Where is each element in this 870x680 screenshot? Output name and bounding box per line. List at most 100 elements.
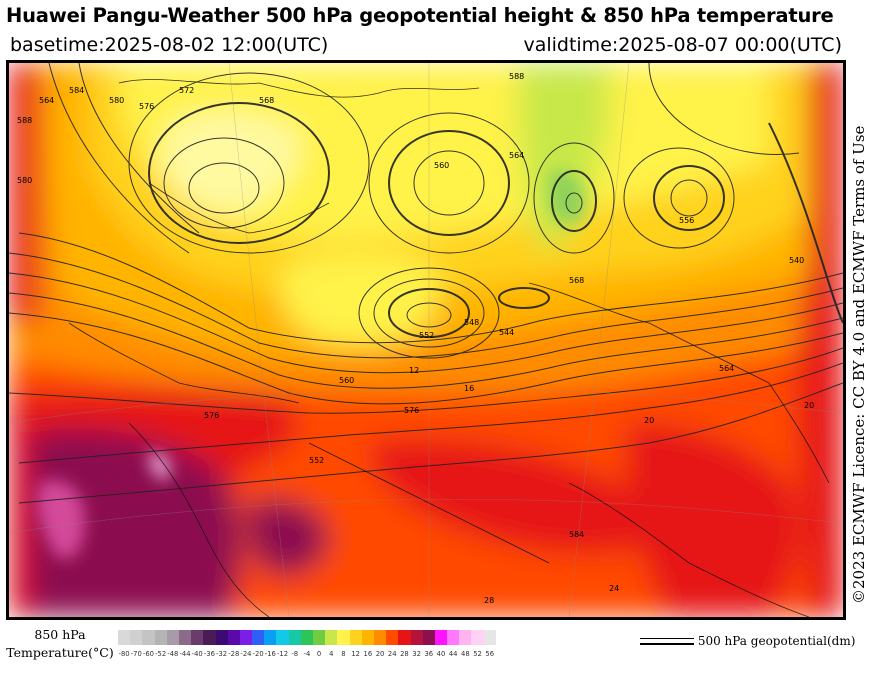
temperature-label: 16: [464, 384, 474, 393]
colorbar-tick-label: -20: [252, 650, 264, 658]
colorbar-tick-label: 32: [412, 650, 421, 658]
colorbar-swatch: [300, 630, 313, 645]
graticule-line: [9, 389, 843, 424]
colorbar-swatch: [337, 630, 350, 645]
colorbar-swatch: [264, 630, 277, 645]
temperature-labels: 20 24 28 16 12 20: [409, 366, 814, 605]
coastline: [68, 322, 300, 404]
contour-line: [9, 292, 843, 389]
contour-line: [78, 63, 200, 234]
colorbar-tick-label: -80: [118, 650, 130, 658]
contour-label: 564: [39, 96, 54, 105]
temperature-legend-label: 850 hPa Temperature(°C): [0, 626, 120, 662]
colorbar-swatch: [288, 630, 301, 645]
temp-field-green-low: [549, 170, 585, 224]
contour-line: [9, 347, 843, 414]
colorbar-swatch: [276, 630, 289, 645]
contour-line: [623, 147, 735, 249]
temperature-label: 20: [804, 401, 814, 410]
contour-label: 568: [569, 276, 584, 285]
contour-label: 564: [719, 364, 734, 373]
contour-line: [163, 137, 285, 229]
colorbar-swatch: [434, 630, 448, 645]
contour-line: [9, 272, 843, 374]
contour-line: [653, 165, 725, 231]
colorbar-tick-label: 40: [436, 650, 446, 658]
coastline: [568, 482, 810, 617]
coastlines: [68, 79, 830, 617]
geopotential-legend-label: 500 hPa geopotential(dm): [697, 634, 856, 648]
colorbar-tick-label: -24: [240, 650, 252, 658]
contour-label: 584: [569, 530, 584, 539]
temperature-colorbar: -80 -70 -60 -52 -48 -44 -40 -36 -32 -28 -24 -20 -16-…: [118, 630, 496, 658]
contour-label: 560: [339, 376, 354, 385]
contour-label: 568: [259, 96, 274, 105]
colorbar-swatch: [166, 630, 179, 645]
colorbar-swatch: [252, 630, 265, 645]
colorbar-swatch: [142, 630, 155, 645]
colorbar-swatch: [215, 630, 228, 645]
colorbar-tick-label: -60: [142, 650, 155, 658]
colorbar-swatch: [459, 630, 472, 645]
colorbar-tick-label: -16: [264, 650, 276, 658]
colorbar-tick-label: -70: [130, 650, 142, 658]
contour-line: [388, 130, 510, 236]
colorbar-tick-label: -36: [203, 650, 215, 658]
contour-label: 576: [139, 102, 154, 111]
contour-line: [18, 382, 843, 504]
colorbar-tick-label: 36: [424, 650, 434, 658]
colorbar-tick-label: -32: [216, 650, 228, 658]
colorbar-tick-label: 0: [316, 650, 322, 658]
contour-line: [551, 170, 597, 232]
contour-line: [9, 312, 843, 405]
contour-line: [648, 63, 800, 155]
colorbar-swatch: [398, 630, 411, 645]
colorbar-swatch: [239, 630, 253, 645]
colorbar-tick-label: 20: [375, 650, 385, 658]
colorbar-swatch: [191, 630, 204, 645]
temp-field-red-southeast: [626, 423, 800, 617]
colorbar-tick-label: -40: [191, 650, 203, 658]
temperature-label: 28: [484, 596, 494, 605]
contour-label: 552: [309, 456, 324, 465]
contour-line: [565, 192, 583, 214]
contour-line: [48, 63, 190, 254]
contour-line-sample-icon: [640, 635, 694, 649]
colorbar-tick-label: -44: [179, 650, 191, 658]
colorbar-tick-label: 28: [400, 650, 409, 658]
contour-line: [368, 112, 530, 254]
colorbar-tick-label: -48: [167, 650, 179, 658]
colorbar-tick-label: -12: [276, 650, 289, 658]
graticule-line: [9, 499, 843, 534]
chart-title: Huawei Pangu-Weather 500 hPa geopotentia…: [6, 4, 834, 27]
colorbar-swatch: [471, 630, 484, 645]
temperature-label: 20: [644, 416, 654, 425]
colorbar-swatch: [203, 630, 216, 645]
temp-field-red-west: [9, 63, 39, 323]
map-frame: 588 584 580 576 572 568 564 560 556 552 …: [6, 60, 846, 620]
contour-label: 544: [499, 328, 514, 337]
contour-label: 556: [679, 216, 694, 225]
temperature-label: 24: [609, 584, 619, 593]
license-text: ©2023 ECMWF Licence: CC BY 4.0 and ECMWF…: [850, 125, 868, 604]
colorbar-tick-label: 4: [329, 650, 334, 658]
contour-line: [188, 162, 260, 214]
colorbar-swatch: [118, 630, 131, 645]
temperature-legend-label-line1: 850 hPa: [34, 627, 86, 642]
temperature-label: 12: [409, 366, 419, 375]
border: [128, 422, 270, 617]
contour-label: 588: [509, 72, 524, 81]
colorbar-swatch: [178, 630, 192, 645]
colorbar-swatch: [447, 630, 460, 645]
temp-field-red-east: [797, 63, 843, 617]
time-row: basetime:2025-08-02 12:00(UTC) validtime…: [10, 34, 842, 56]
contour-line: [670, 179, 708, 217]
colorbar-swatch: [386, 630, 399, 645]
contour-label: 572: [179, 86, 194, 95]
contour-label: 576: [204, 411, 219, 420]
contour-label: 552: [419, 331, 434, 340]
contour-label: 540: [789, 256, 804, 265]
temp-field-red-center: [369, 439, 655, 554]
colorbar-swatches: [118, 630, 496, 645]
contour-label: 584: [69, 86, 84, 95]
